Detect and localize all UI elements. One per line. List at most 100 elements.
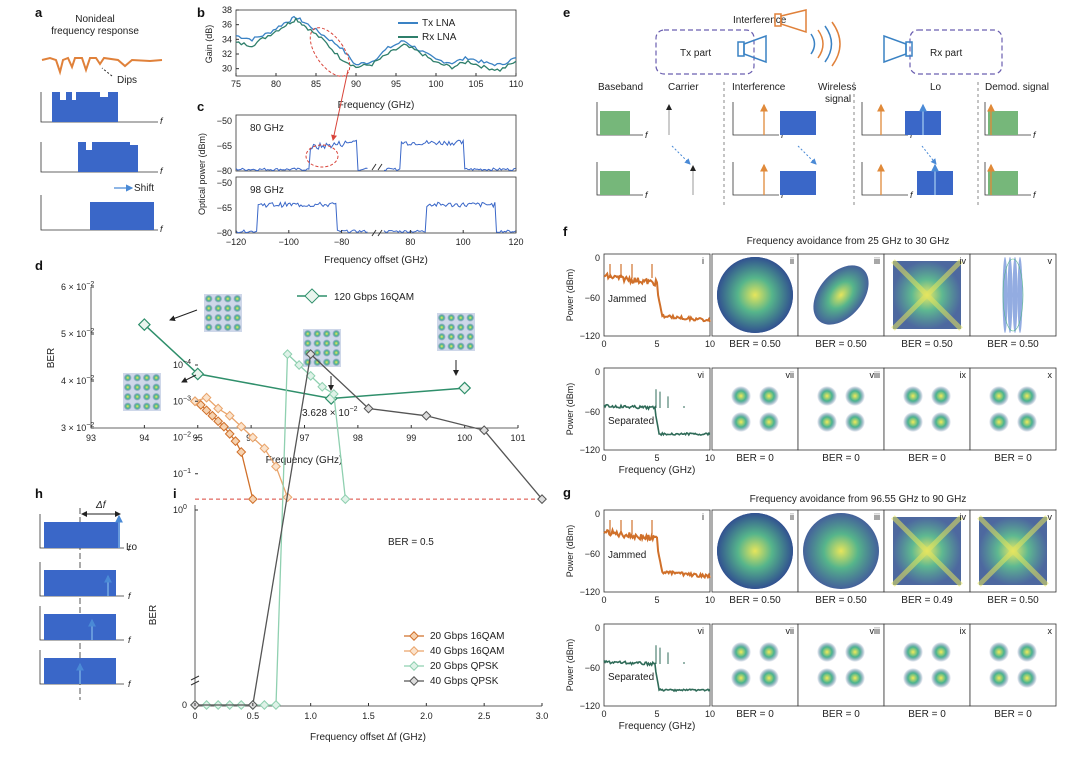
- f-label: f: [645, 130, 649, 140]
- constellation-point: [123, 402, 132, 411]
- y-tick-label: 34: [222, 34, 232, 44]
- constellation-point: [313, 329, 322, 338]
- signal-block: [44, 570, 116, 596]
- roman-label: ix: [960, 626, 967, 636]
- spectrum-frame: [603, 623, 711, 707]
- ber-label: BER = 0: [994, 453, 1032, 464]
- spectrum-trace: [383, 138, 516, 172]
- separated-label: Separated: [608, 672, 654, 683]
- constellation-point: [759, 386, 779, 406]
- data-point: [340, 494, 351, 505]
- y-tick-label: −50: [217, 178, 232, 188]
- x-tick-label: 10: [705, 339, 715, 349]
- legend-tx: Tx LNA: [422, 18, 456, 29]
- x-tick-label: 5: [654, 709, 659, 719]
- legend-label: 20 Gbps QPSK: [430, 661, 499, 672]
- constellation-point: [313, 348, 322, 357]
- panel-b-legend: Tx LNA Rx LNA: [398, 18, 457, 43]
- y-tick-mantissa: 5 × 10: [61, 329, 86, 339]
- constellation-cell: [969, 367, 1057, 451]
- constellation-point: [931, 412, 951, 432]
- x-tick-label: 100: [428, 79, 443, 89]
- constellation-point: [931, 386, 951, 406]
- demod-block: [988, 111, 1018, 135]
- x-tick-label: 5: [654, 595, 659, 605]
- panel-label-e: e: [563, 5, 570, 20]
- constellation-point: [303, 329, 312, 338]
- x-axis-label: Frequency (GHz): [619, 465, 696, 476]
- constellation-stripe: [1007, 257, 1013, 333]
- data-point: [259, 443, 270, 454]
- signal-block: [780, 171, 816, 195]
- constellation-point: [233, 323, 242, 332]
- rx-antenna-icon: [883, 34, 913, 64]
- f-label: f: [1033, 190, 1037, 200]
- col-baseband: Baseband: [598, 82, 643, 93]
- constellation-point: [989, 668, 1009, 688]
- data-point: [218, 421, 229, 432]
- constellation-point: [731, 412, 751, 432]
- x-tick-label: 80: [271, 79, 281, 89]
- constellation-point: [1017, 412, 1037, 432]
- panel-label-g: g: [563, 485, 571, 500]
- data-point: [271, 700, 281, 710]
- data-point: [271, 461, 281, 472]
- constellation-point: [142, 373, 151, 382]
- data-point: [195, 399, 206, 410]
- y-tick-label: 4 × 10−2: [61, 375, 94, 386]
- x-tick-label: 2.0: [420, 711, 433, 721]
- roman-label: vi: [698, 626, 705, 636]
- y-tick-exponent: −4: [183, 359, 191, 366]
- x-axis-label: Frequency (GHz): [619, 721, 696, 732]
- f-label: f: [128, 591, 132, 601]
- constellation-cloud: [717, 513, 793, 589]
- constellation-point: [989, 386, 1009, 406]
- y-axis-label: Power (dBm): [565, 525, 575, 578]
- x-tick-label: 99: [406, 433, 416, 443]
- panel-c: c −50−65−80−50−65−80−120 −100 −80 80 100 120 …: [197, 99, 524, 266]
- constellation-point: [817, 642, 837, 662]
- legend-marker: [409, 631, 419, 641]
- roman-label: ii: [790, 256, 794, 266]
- data-point: [247, 494, 258, 505]
- baseband-block: [600, 111, 630, 135]
- separated-label: Separated: [608, 416, 654, 427]
- spectrum-trace: [235, 200, 368, 234]
- legend-label: 20 Gbps 16QAM: [430, 631, 504, 642]
- y-tick-label: 36: [222, 20, 232, 30]
- roman-label: x: [1048, 626, 1053, 636]
- spectrum-trace: [603, 659, 711, 693]
- constellation-point: [931, 668, 951, 688]
- x-tick-label: 0: [601, 595, 606, 605]
- y-tick-label: 10−2: [173, 432, 191, 443]
- y-tick-label: 0: [595, 253, 600, 263]
- spectrum-a3: Shift f: [40, 183, 164, 234]
- constellation-point: [142, 402, 151, 411]
- y-tick-label: −65: [217, 203, 232, 213]
- axis-break: [190, 675, 200, 686]
- constellation-cell: [969, 623, 1057, 707]
- constellation-cloud: [813, 265, 869, 325]
- y-tick-label: −120: [580, 331, 600, 341]
- constellation-point: [1017, 642, 1037, 662]
- spectrum-trace: [235, 139, 368, 172]
- constellation-point: [845, 642, 865, 662]
- f-label: f: [1033, 130, 1037, 140]
- ber-label: BER = 0.50: [987, 339, 1039, 350]
- constellation-point: [447, 313, 456, 322]
- panel-h-spectra: f f f f: [39, 514, 132, 689]
- panel-label-h: h: [35, 486, 43, 501]
- f-label: f: [160, 166, 164, 176]
- y-tick-label: −50: [217, 116, 232, 126]
- roman-label: v: [1048, 512, 1053, 522]
- constellation-cell: [883, 623, 971, 707]
- y-tick-label: 0: [595, 509, 600, 519]
- constellation-point: [817, 386, 837, 406]
- constellation-point: [204, 294, 213, 303]
- x-tick-label: 0: [601, 453, 606, 463]
- delta-f-label: Δf: [95, 500, 107, 511]
- panel-h: h Δf Lo f f f f: [35, 486, 138, 700]
- legend-rx: Rx LNA: [422, 32, 457, 43]
- roman-label: ix: [960, 370, 967, 380]
- ber-label: BER = 0: [822, 453, 860, 464]
